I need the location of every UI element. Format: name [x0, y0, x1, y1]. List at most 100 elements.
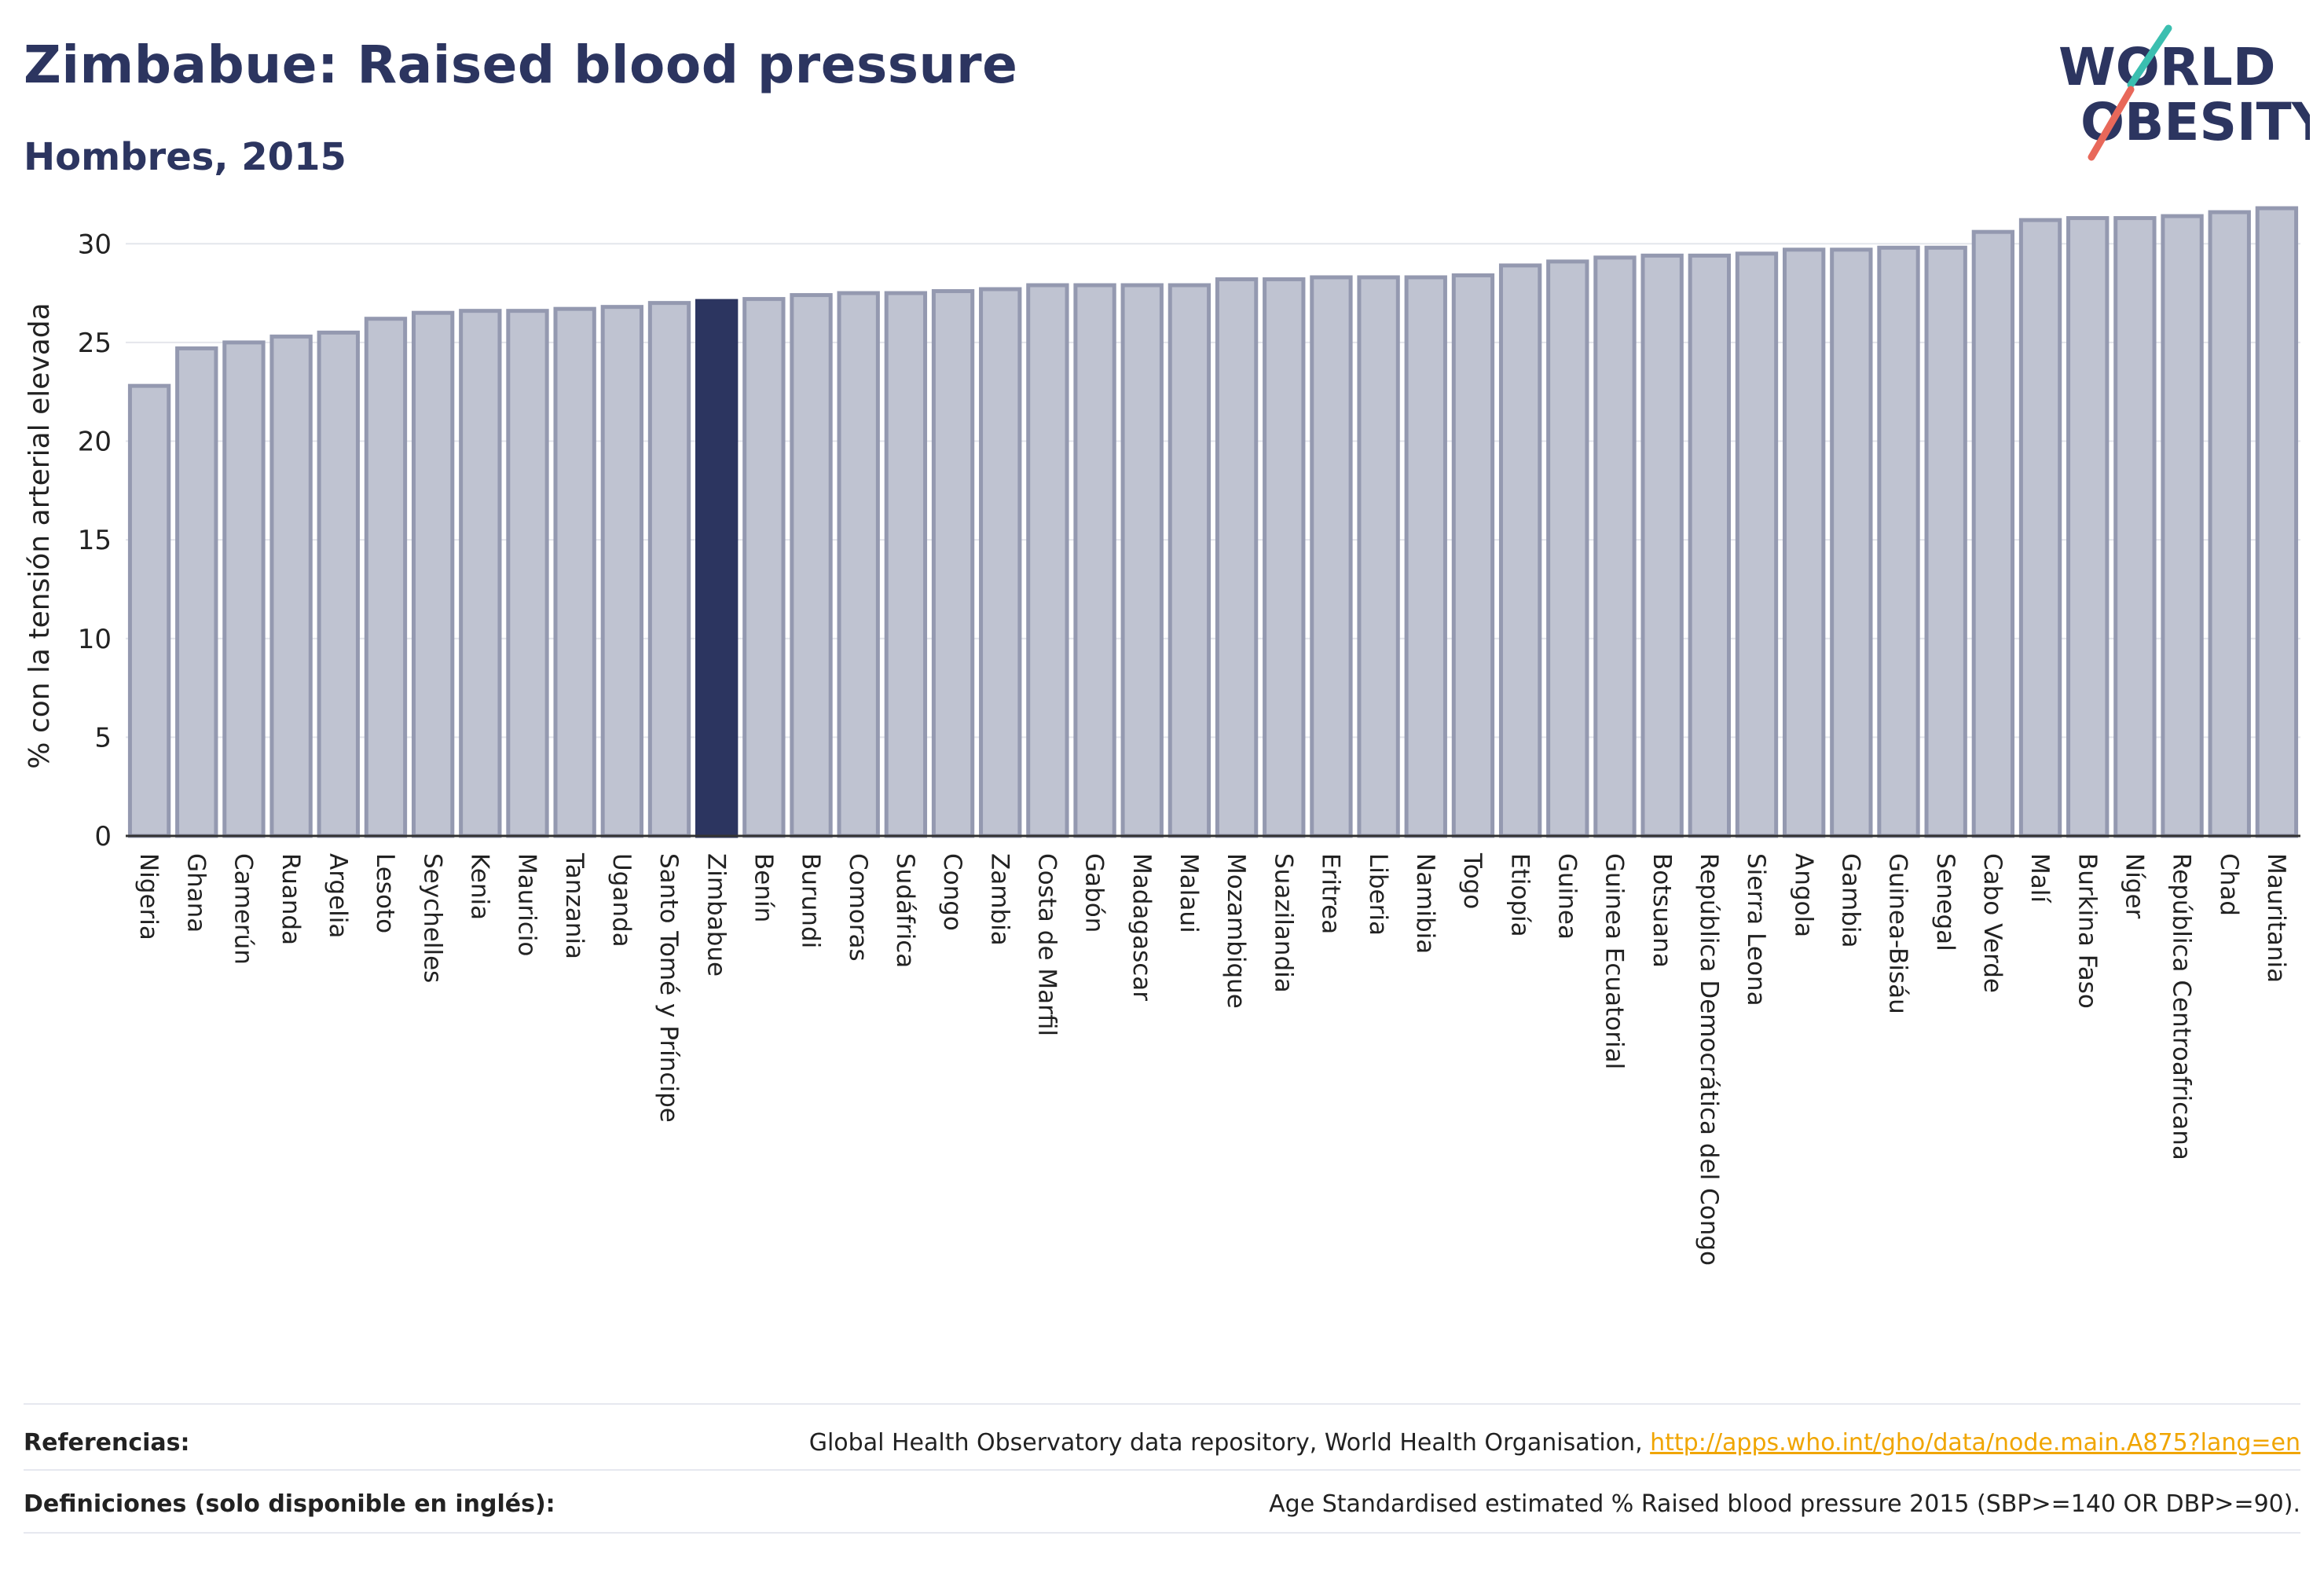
x-tick-label: Kenia — [465, 853, 493, 920]
x-tick-label: Gambia — [1836, 853, 1864, 948]
x-tick-label: Suazilandia — [1269, 853, 1297, 993]
y-tick-label: 0 — [94, 821, 112, 852]
bar — [1971, 229, 2015, 838]
references-text: Global Health Observatory data repositor… — [808, 1428, 1651, 1457]
bar — [127, 383, 171, 838]
y-tick-label: 30 — [78, 229, 112, 260]
bar — [647, 301, 691, 838]
x-tick-label: República Centroafricana — [2168, 853, 2196, 1160]
bar — [1830, 247, 1873, 838]
x-tick-label: Guinea-Bisáu — [1884, 853, 1912, 1014]
y-tick-label: 25 — [78, 328, 112, 359]
y-tick-label: 10 — [78, 624, 112, 655]
x-tick-label: Togo — [1458, 852, 1486, 909]
x-tick-label: Uganda — [607, 853, 636, 947]
y-tick-label: 5 — [94, 722, 112, 753]
x-tick-label: Malí — [2025, 853, 2054, 903]
bar — [1026, 283, 1069, 838]
bar — [1167, 283, 1211, 838]
logo-line1: WORLD — [2058, 37, 2276, 97]
bar — [2018, 218, 2062, 838]
bar — [1120, 283, 1164, 838]
x-axis-ticks: Nigeria Ghana Camerún Ruanda Argelia Lesoto Se… — [134, 852, 2290, 1266]
x-tick-label: República Democrática del Congo — [1695, 853, 1723, 1266]
x-tick-label: Costa de Marfil — [1033, 853, 1061, 1036]
bar — [2113, 216, 2157, 838]
page-title: Zimbabue: Raised blood pressure — [24, 35, 1018, 95]
logo-line2: OBESITY — [2080, 92, 2310, 152]
definitions-text: Age Standardised estimated % Raised bloo… — [1269, 1490, 2300, 1518]
bar — [1593, 255, 1637, 838]
x-tick-label: Mauricio — [513, 853, 541, 956]
references-label: Referencias: — [24, 1428, 190, 1457]
x-tick-label: Malaui — [1175, 853, 1203, 933]
x-tick-label: Zambia — [985, 853, 1014, 946]
bar — [1498, 263, 1542, 838]
x-tick-label: Zimbabue — [702, 853, 730, 977]
x-tick-label: Liberia — [1364, 853, 1392, 936]
bar — [2161, 214, 2204, 838]
bar — [2066, 216, 2110, 838]
bar — [979, 287, 1022, 838]
x-tick-label: Mauritania — [2262, 853, 2290, 983]
references-value: Global Health Observatory data repositor… — [809, 1429, 2300, 1457]
x-tick-label: Lesoto — [371, 853, 399, 933]
y-axis-label: % con la tensión arterial elevada — [24, 302, 56, 768]
x-tick-label: Angola — [1789, 853, 1817, 937]
bar — [1263, 277, 1306, 838]
bar — [1310, 275, 1353, 838]
bar — [553, 306, 596, 838]
bar — [269, 334, 313, 838]
x-tick-label: Chad — [2215, 853, 2243, 916]
x-tick-label: Argelia — [324, 853, 352, 938]
bar — [1877, 245, 1920, 838]
x-tick-label: Burundi — [797, 853, 825, 948]
x-tick-label: Ghana — [181, 853, 210, 933]
x-tick-label: Nigeria — [134, 853, 163, 940]
x-tick-label: Congo — [938, 853, 966, 931]
logo-slash-coral-icon — [2088, 86, 2135, 161]
bar — [411, 310, 455, 838]
bars — [127, 206, 2299, 838]
footer-divider-mid — [24, 1469, 2300, 1471]
footer-divider-top — [24, 1403, 2300, 1405]
x-tick-label: Comoras — [844, 853, 872, 962]
x-tick-label: Benín — [749, 853, 777, 922]
bar — [931, 289, 975, 838]
footer-definitions: Definiciones (solo disponible en inglés)… — [24, 1480, 2300, 1527]
bar — [790, 293, 833, 838]
bar — [1783, 247, 1826, 838]
bar — [1215, 277, 1259, 838]
y-tick-label: 15 — [78, 525, 112, 556]
x-tick-label: Mozambique — [1222, 853, 1250, 1009]
bar-highlight — [695, 299, 739, 838]
references-link[interactable]: http://apps.who.int/gho/data/node.main.A… — [1650, 1428, 2300, 1457]
x-tick-label: Senegal — [1931, 853, 1959, 951]
x-tick-label: Ruanda — [277, 853, 305, 945]
x-tick-label: Camerún — [229, 853, 258, 965]
bar — [1735, 251, 1779, 838]
x-tick-label: Sudáfrica — [891, 853, 919, 968]
x-tick-label: Burkina Faso — [2073, 853, 2101, 1009]
bar — [600, 305, 643, 838]
bar — [175, 346, 218, 838]
x-tick-label: Seychelles — [418, 853, 446, 983]
x-tick-label: Etiopía — [1505, 853, 1534, 937]
bar — [1640, 253, 1684, 838]
bar — [317, 330, 360, 838]
bar — [1357, 275, 1400, 838]
x-tick-label: Guinea Ecuatorial — [1600, 853, 1629, 1069]
bar — [837, 291, 880, 838]
bar — [506, 309, 549, 838]
bar — [2208, 210, 2251, 838]
y-axis-ticks: 0 5 10 15 20 25 30 — [78, 229, 112, 852]
definitions-label: Definiciones (solo disponible en inglés)… — [24, 1490, 555, 1518]
x-tick-label: Santo Tomé y Príncipe — [654, 853, 683, 1123]
bar — [1688, 253, 1731, 838]
bar — [742, 297, 786, 838]
bar — [1924, 245, 1967, 838]
bar — [1404, 275, 1447, 838]
bar — [884, 291, 928, 838]
x-tick-label: Madagascar — [1127, 853, 1156, 1001]
x-tick-label: Guinea — [1552, 853, 1581, 940]
